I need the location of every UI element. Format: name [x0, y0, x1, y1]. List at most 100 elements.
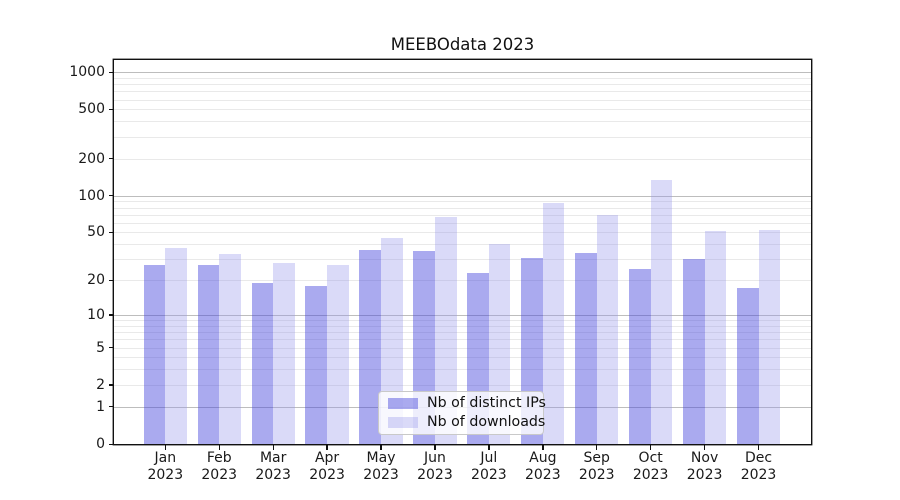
minor-gridline — [114, 91, 811, 93]
minor-gridline — [114, 77, 811, 79]
x-tick-label: Apr 2023 — [309, 450, 345, 483]
x-tick-mark — [488, 445, 490, 450]
x-tick-label: Sep 2023 — [578, 450, 615, 483]
minor-gridline — [114, 347, 811, 349]
minor-gridline — [114, 369, 811, 371]
legend: Nb of distinct IPs Nb of downloads — [378, 391, 546, 435]
y-tick-mark — [109, 279, 114, 281]
plot-area — [114, 60, 811, 444]
bar-downloads-feb — [219, 254, 241, 444]
x-tick-mark — [326, 445, 328, 450]
x-tick-mark — [650, 445, 652, 450]
bar-distinct-ips-may — [359, 249, 381, 444]
y-tick-label: 1000 — [69, 64, 105, 81]
minor-gridline — [114, 232, 811, 234]
y-tick-mark — [109, 314, 114, 316]
y-tick-label: 5 — [96, 339, 105, 356]
legend-row-distinct-ips: Nb of distinct IPs — [388, 396, 546, 411]
legend-row-downloads: Nb of downloads — [388, 415, 545, 430]
minor-gridline — [114, 121, 811, 123]
major-gridline — [114, 195, 811, 197]
minor-gridline — [114, 384, 811, 386]
y-tick-label: 0 — [96, 436, 105, 452]
y-tick-label: 10 — [87, 306, 105, 323]
y-tick-label: 200 — [78, 150, 105, 167]
x-tick-mark — [596, 445, 598, 450]
x-tick-mark — [218, 445, 220, 450]
x-tick-label: Jul 2023 — [471, 450, 507, 483]
y-tick-label: 50 — [87, 224, 105, 241]
bar-downloads-apr — [327, 264, 349, 444]
legend-swatch-downloads — [388, 417, 418, 428]
bar-distinct-ips-mar — [251, 282, 274, 444]
x-tick-label: Oct 2023 — [632, 450, 669, 483]
x-tick-label: Jan 2023 — [147, 450, 184, 483]
x-tick-mark — [272, 445, 274, 450]
bar-distinct-ips-nov — [683, 259, 705, 444]
x-tick-label: Dec 2023 — [740, 450, 777, 483]
x-tick-mark — [434, 445, 436, 450]
y-tick-label: 2 — [96, 376, 105, 393]
minor-gridline — [114, 158, 811, 160]
y-tick-label: 1 — [96, 398, 105, 415]
bar-downloads-oct — [650, 179, 673, 444]
x-tick-label: Feb 2023 — [201, 450, 238, 483]
x-tick-label: Nov 2023 — [686, 450, 723, 483]
minor-gridline — [114, 109, 811, 111]
y-tick-mark — [109, 231, 114, 234]
x-tick-mark — [704, 445, 706, 450]
legend-swatch-distinct-ips — [388, 398, 418, 409]
minor-gridline — [114, 357, 811, 359]
bar-distinct-ips-oct — [629, 268, 651, 444]
bar-distinct-ips-feb — [197, 264, 220, 444]
bar-downloads-sep — [596, 214, 619, 444]
y-tick-label: 500 — [78, 101, 105, 118]
minor-gridline — [114, 222, 811, 224]
y-tick-mark — [109, 158, 114, 160]
x-tick-label: Jun 2023 — [417, 450, 453, 483]
y-tick-mark — [109, 406, 114, 408]
minor-gridline — [114, 201, 811, 203]
y-tick-mark — [109, 443, 114, 445]
y-tick-mark — [109, 108, 114, 111]
major-gridline — [114, 72, 811, 74]
minor-gridline — [114, 339, 811, 341]
y-tick-label: 20 — [87, 272, 105, 289]
bar-downloads-jun — [434, 216, 457, 444]
chart-title: MEEBOdata 2023 — [390, 35, 535, 54]
bar-distinct-ips-apr — [305, 285, 328, 444]
minor-gridline — [114, 244, 811, 246]
y-tick-mark — [109, 195, 114, 197]
major-gridline — [114, 314, 811, 316]
bar-downloads-aug — [542, 203, 565, 444]
x-tick-label: Mar 2023 — [255, 450, 291, 483]
bar-distinct-ips-sep — [575, 252, 597, 444]
y-tick-mark — [109, 347, 114, 349]
x-tick-mark — [164, 445, 166, 450]
x-tick-mark — [757, 445, 760, 450]
y-tick-mark — [109, 384, 114, 386]
legend-label-distinct-ips: Nb of distinct IPs — [427, 395, 546, 411]
x-tick-mark — [380, 445, 382, 450]
y-tick-mark — [109, 71, 114, 74]
minor-gridline — [114, 332, 811, 334]
bar-distinct-ips-dec — [736, 288, 759, 444]
x-tick-label: Aug 2023 — [524, 450, 561, 483]
minor-gridline — [114, 325, 811, 327]
bar-downloads-mar — [273, 262, 295, 444]
minor-gridline — [114, 280, 811, 282]
minor-gridline — [114, 259, 811, 261]
minor-gridline — [114, 84, 811, 86]
minor-gridline — [114, 136, 811, 138]
bar-distinct-ips-jan — [143, 264, 166, 444]
x-tick-label: May 2023 — [363, 450, 399, 483]
y-tick-label: 100 — [78, 187, 105, 204]
minor-gridline — [114, 214, 811, 216]
bar-downloads-jan — [165, 248, 187, 444]
minor-gridline — [114, 320, 811, 322]
minor-gridline — [114, 99, 811, 101]
bar-downloads-dec — [758, 230, 781, 444]
bar-downloads-nov — [704, 231, 727, 444]
x-tick-mark — [542, 445, 544, 450]
